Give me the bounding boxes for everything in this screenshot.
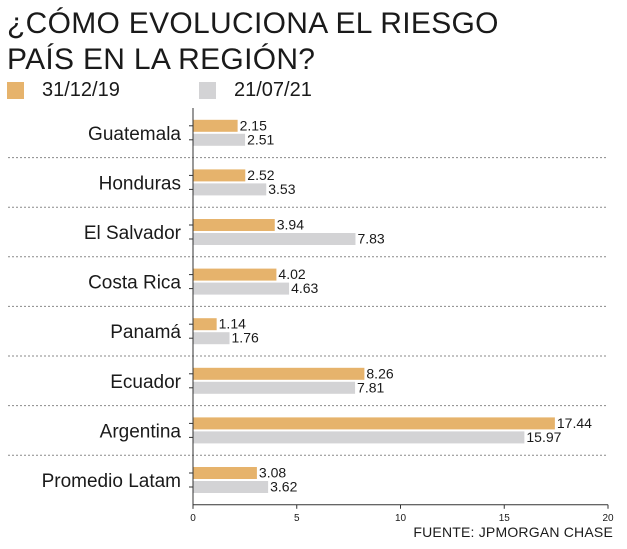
x-tick-label: 20 <box>602 513 614 524</box>
data-label-2021: 1.76 <box>232 330 259 346</box>
legend-swatch-2019 <box>7 82 24 99</box>
bar-2019 <box>193 219 275 231</box>
bar-2019 <box>193 417 555 430</box>
title-line-1: ¿CÓMO EVOLUCIONA EL RIESGO <box>7 7 499 40</box>
bar-2019 <box>193 268 277 281</box>
legend-label-2021: 21/07/21 <box>234 79 312 101</box>
bar-2021 <box>193 233 356 245</box>
data-label-2019: 3.08 <box>259 465 286 481</box>
chart-title: ¿CÓMO EVOLUCIONA EL RIESGO PAÍS EN LA RE… <box>7 6 499 78</box>
category-label: El Salvador <box>84 223 182 244</box>
data-label-2019: 4.02 <box>278 266 305 282</box>
data-label-2019: 8.26 <box>366 365 393 381</box>
x-tick-label: 0 <box>190 513 196 524</box>
data-label-2019: 1.14 <box>219 316 246 332</box>
bar-2021 <box>193 133 246 146</box>
x-tick-label: 5 <box>294 513 300 524</box>
x-tick-label: 10 <box>395 513 407 524</box>
title-line-2: PAÍS EN LA REGIÓN? <box>7 43 316 76</box>
legend-label-2019: 31/12/19 <box>42 79 120 101</box>
bar-2019 <box>193 467 257 479</box>
data-label-2021: 3.62 <box>270 479 297 495</box>
data-label-2021: 7.83 <box>357 231 384 247</box>
bar-2019 <box>193 119 238 132</box>
bar-2021 <box>193 481 269 493</box>
data-label-2021: 4.63 <box>291 280 318 296</box>
bar-2021 <box>193 381 356 394</box>
bar-2021 <box>193 431 525 444</box>
category-label: Argentina <box>100 421 182 442</box>
legend-item-2021: 21/07/21 <box>199 79 312 102</box>
category-label: Honduras <box>99 173 181 194</box>
data-label-2019: 3.94 <box>277 217 304 233</box>
category-label: Costa Rica <box>88 273 181 294</box>
bar-2021 <box>193 183 267 196</box>
data-label-2019: 17.44 <box>557 415 592 431</box>
bar-2019 <box>193 318 217 331</box>
data-label-2019: 2.15 <box>240 117 267 133</box>
x-tick-label: 15 <box>499 513 511 524</box>
legend-item-2019: 31/12/19 <box>7 79 120 102</box>
data-label-2019: 2.52 <box>247 167 274 183</box>
category-label: Panamá <box>110 322 181 343</box>
data-label-2021: 7.81 <box>357 379 384 395</box>
legend: 31/12/19 21/07/21 <box>7 79 607 105</box>
source-note: FUENTE: JPMORGAN CHASE <box>413 524 613 540</box>
bar-2019 <box>193 367 365 380</box>
category-label: Promedio Latam <box>42 471 181 492</box>
bar-2021 <box>193 332 230 345</box>
bar-2019 <box>193 169 246 182</box>
category-label: Ecuador <box>110 372 181 393</box>
category-label: Guatemala <box>88 124 181 145</box>
data-label-2021: 3.53 <box>268 181 295 197</box>
data-label-2021: 15.97 <box>526 429 561 445</box>
data-label-2021: 2.51 <box>247 131 274 147</box>
legend-swatch-2021 <box>199 82 216 99</box>
bar-2021 <box>193 282 290 295</box>
